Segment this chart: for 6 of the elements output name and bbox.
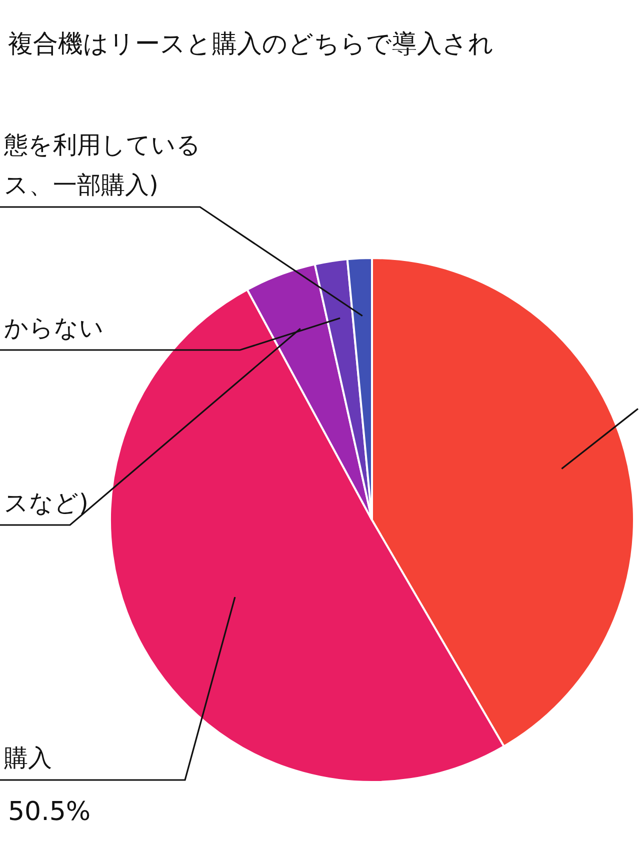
slice-label: スなど) (4, 489, 88, 517)
slice-label: 態を利用しているス、一部購入) (3, 131, 201, 199)
slice-label: からない (4, 314, 104, 342)
slice-label: 購入 (4, 744, 52, 772)
data-label: 50.5% (8, 797, 91, 827)
chart-title: 複合機はリースと購入のどちらで導入され (8, 29, 494, 58)
